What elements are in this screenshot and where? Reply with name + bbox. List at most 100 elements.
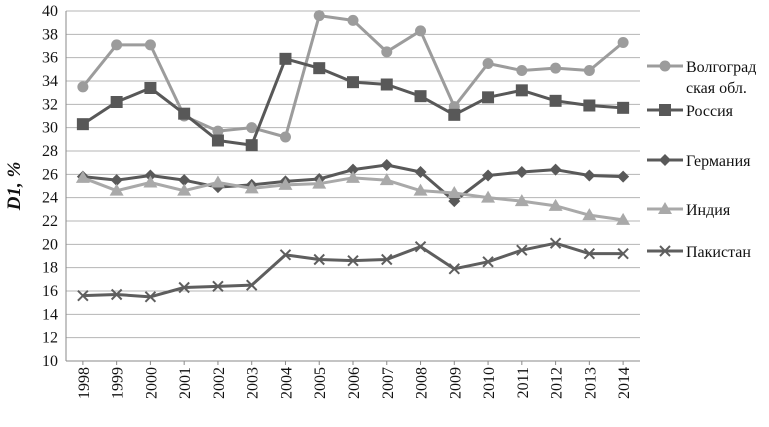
x-tick-label: 1999: [110, 367, 127, 399]
y-tick-label: 12: [42, 330, 58, 347]
y-tick-label: 14: [42, 306, 58, 323]
data-point: [549, 163, 562, 176]
data-point: [177, 183, 192, 196]
series-triangle: [75, 170, 631, 225]
legend-entry: Пакистан: [647, 244, 751, 261]
data-point: [77, 289, 89, 302]
x-tick-label: 2013: [582, 367, 599, 399]
data-point: [279, 249, 292, 261]
data-point: [313, 253, 325, 266]
data-point: [515, 84, 528, 97]
data-point: [617, 37, 629, 48]
legend-marker: [658, 202, 672, 214]
data-point: [413, 183, 428, 196]
legend-marker: [659, 104, 671, 116]
x-tick-label: 2011: [515, 367, 532, 398]
y-tick-label: 38: [42, 26, 58, 43]
x-tick-label: 1998: [76, 367, 93, 399]
data-point: [110, 288, 123, 301]
data-point: [381, 46, 393, 58]
data-point: [550, 62, 562, 74]
data-point: [583, 247, 596, 260]
data-point: [549, 94, 562, 107]
data-point: [482, 58, 494, 69]
data-point: [75, 170, 90, 183]
data-point: [211, 134, 224, 147]
data-point: [583, 99, 596, 112]
data-point: [414, 240, 427, 253]
y-tick-label: 18: [42, 260, 58, 277]
series-diamond: [76, 159, 630, 208]
legend-marker: [659, 245, 671, 257]
y-tick-label: 26: [42, 166, 58, 183]
data-point: [617, 170, 630, 183]
x-tick-label: 2009: [447, 367, 464, 399]
legend-entry: Германия: [647, 153, 751, 170]
data-point: [278, 177, 293, 190]
data-point: [111, 39, 123, 51]
data-point: [482, 169, 495, 182]
y-tick-label: 20: [42, 236, 58, 253]
y-tick-label: 32: [42, 96, 58, 113]
series-layer: [75, 10, 631, 303]
y-tick-label: 40: [42, 3, 58, 20]
data-point: [143, 175, 158, 188]
data-point: [178, 107, 191, 120]
legend-marker: [659, 154, 671, 166]
x-tick-label: 2002: [211, 367, 228, 399]
data-point: [548, 198, 563, 211]
y-tick-label: 36: [42, 50, 58, 67]
data-point: [347, 163, 359, 176]
x-tick-label: 2010: [481, 367, 498, 399]
data-point: [380, 78, 393, 91]
data-point: [617, 247, 629, 260]
y-tick-label: 24: [42, 190, 58, 207]
data-point: [380, 159, 393, 171]
data-point: [347, 76, 359, 89]
data-point: [617, 101, 630, 114]
data-point: [381, 253, 393, 266]
x-tick-label: 2014: [616, 367, 633, 399]
y-axis-title: D1, %: [4, 162, 25, 212]
data-point: [583, 169, 596, 182]
data-point: [178, 281, 190, 294]
data-point: [178, 174, 191, 187]
series-x: [77, 237, 629, 303]
y-tick-label: 10: [42, 353, 58, 370]
data-point: [482, 91, 495, 104]
legend-label: Пакистан: [686, 244, 751, 261]
data-point: [313, 62, 326, 75]
legend-entry: Россия: [647, 103, 734, 120]
data-point: [313, 10, 325, 22]
data-point: [447, 186, 462, 198]
data-point: [482, 256, 494, 268]
data-point: [347, 14, 359, 26]
data-point: [346, 170, 360, 183]
y-tick-label: 30: [42, 120, 58, 137]
data-point: [210, 175, 225, 188]
data-point: [110, 174, 123, 187]
x-tick-label: 2007: [380, 367, 397, 399]
x-tick-label: 2000: [143, 367, 160, 399]
data-point: [246, 122, 258, 134]
data-point: [144, 291, 157, 303]
legend-label: Россия: [686, 103, 734, 120]
data-point: [144, 82, 157, 94]
y-tick-label: 16: [42, 283, 58, 300]
data-point: [279, 131, 291, 143]
data-point: [582, 208, 597, 221]
data-point: [415, 25, 427, 37]
series-circle: [77, 10, 629, 143]
legend: Волгоград ская обл. Россия Германия Индия Пак…: [647, 59, 756, 261]
data-point: [414, 90, 427, 103]
x-tick-label: 2005: [312, 367, 329, 399]
legend-label: Индия: [686, 202, 731, 219]
data-point: [549, 237, 562, 249]
data-point: [583, 65, 595, 76]
axes: 10 12 14 16 18 20 22 24 26 28 30 32 34 36 38 40 1998 1999…: [4, 3, 640, 399]
data-point: [515, 166, 528, 178]
x-tick-label: 2012: [549, 367, 566, 399]
data-point: [481, 190, 496, 203]
data-point: [212, 280, 224, 293]
